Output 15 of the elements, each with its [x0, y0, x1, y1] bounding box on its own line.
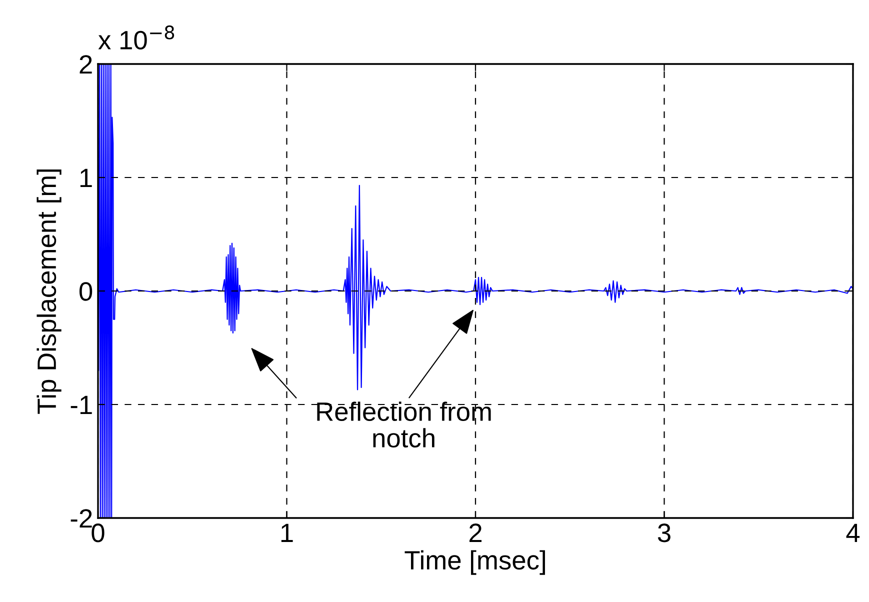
annotation: Reflection from notch: [317, 402, 491, 448]
y-tick-label: 1: [80, 168, 92, 188]
x-tick-label: 2: [469, 524, 482, 542]
y-tick-label: -1: [70, 396, 92, 414]
x-tick-label: 1: [281, 524, 293, 542]
x-tick-label: 0: [92, 524, 104, 542]
line-series: [98, 64, 853, 518]
y-axis-title: Tip Displacement [m]: [36, 169, 62, 414]
x-tick-label: 4: [846, 524, 860, 542]
text: x 10$^{−8}$: [98, 25, 174, 50]
y-tick-label: 2: [80, 55, 92, 74]
y-tick-label: -2: [70, 509, 92, 528]
x-tick-label: 3: [658, 524, 670, 542]
x-axis-title: Time [msec]: [404, 550, 545, 575]
y-tick-label: 0: [79, 282, 92, 301]
